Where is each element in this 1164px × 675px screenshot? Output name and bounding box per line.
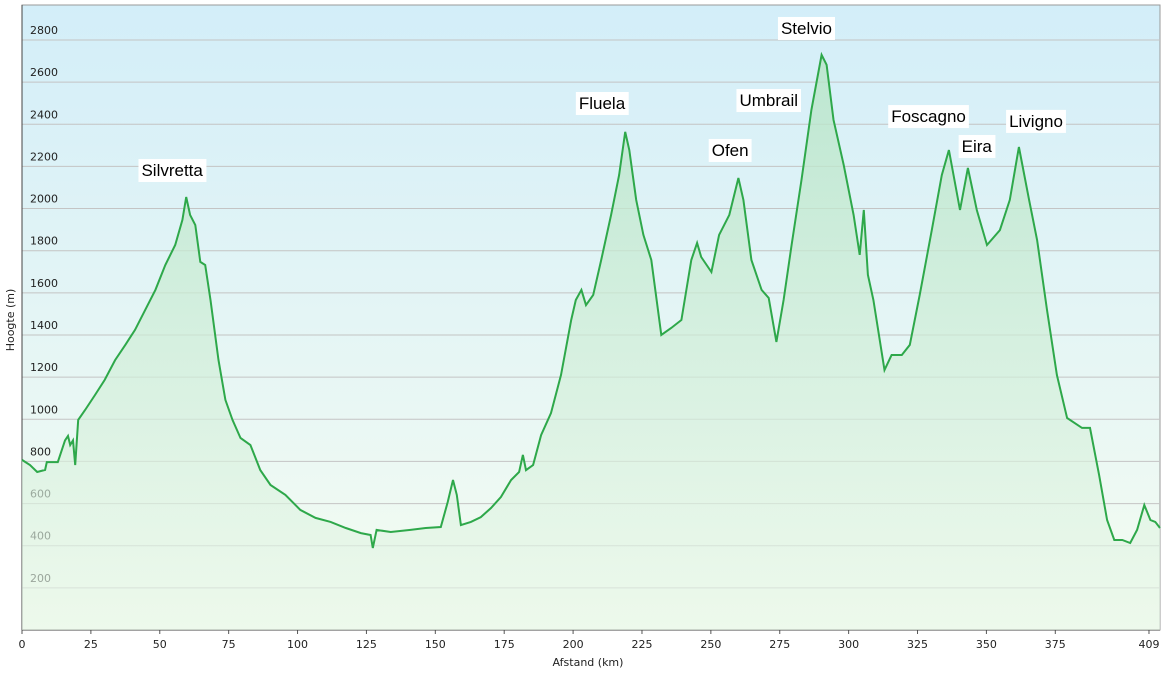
annotation-box (575, 91, 629, 115)
annotation-box (708, 138, 752, 162)
x-tick-label: 409 (1138, 638, 1159, 651)
x-tick-label: 275 (769, 638, 790, 651)
y-tick-label: 2000 (30, 193, 58, 206)
area (22, 54, 1160, 630)
annotation: Ofen (712, 141, 749, 160)
x-tick-label: 225 (631, 638, 652, 651)
annotation-box (958, 134, 996, 158)
y-tick-label: 2200 (30, 150, 58, 163)
annotation: Foscagno (891, 107, 966, 126)
y-tick-label: 1800 (30, 235, 58, 248)
x-axis-label: Afstand (km) (553, 656, 624, 669)
y-tick-label: 2400 (30, 108, 58, 121)
line (21, 51, 1161, 549)
y-tick-label: 1400 (30, 319, 58, 332)
x-tick-label: 250 (700, 638, 721, 651)
annotation-box (777, 16, 835, 40)
y-axis-label: Hoogte (m) (4, 289, 17, 352)
x-tick-label: 200 (563, 638, 584, 651)
annotation: Stelvio (781, 19, 832, 38)
x-tick-label: 50 (153, 638, 167, 651)
y-tick-label: 800 (30, 445, 51, 458)
annotation: Fluela (579, 94, 626, 113)
x-tick-label: 25 (84, 638, 98, 651)
annotation: Livigno (1009, 112, 1063, 131)
x-tick-label: 175 (494, 638, 515, 651)
annotation-box (736, 89, 802, 113)
y-tick-label: 1000 (30, 403, 58, 416)
x-tick-label: 350 (976, 638, 997, 651)
x-tick-label: 125 (356, 638, 377, 651)
annotation-box (888, 105, 969, 129)
y-tick-label: 2800 (30, 24, 58, 37)
x-tick-label: 325 (907, 638, 928, 651)
x-tick-label: 150 (425, 638, 446, 651)
annotation: Silvretta (141, 161, 203, 180)
annotation: Umbrail (739, 91, 798, 110)
x-tick-label: 375 (1045, 638, 1066, 651)
annotation: Eira (962, 137, 993, 156)
annotation-box (1006, 109, 1066, 133)
y-tick-label: 1200 (30, 361, 58, 374)
x-tick-label: 0 (19, 638, 26, 651)
x-tick-label: 100 (287, 638, 308, 651)
annotation-box (138, 158, 207, 182)
y-tick-label: 2600 (30, 66, 58, 79)
x-tick-label: 300 (838, 638, 859, 651)
x-tick-label: 75 (222, 638, 236, 651)
y-tick-label: 1600 (30, 277, 58, 290)
